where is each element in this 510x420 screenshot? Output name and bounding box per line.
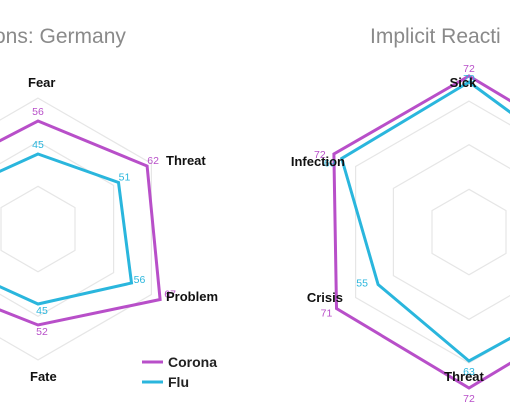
axis-label-fate: Fate (30, 369, 57, 384)
series-line-corona (0, 119, 162, 327)
series-line-flu (339, 80, 510, 363)
data-label-corona: 67 (164, 289, 176, 301)
axis-label-infection: Infection (291, 154, 345, 169)
grid-ring (431, 188, 507, 276)
grid-ring (0, 97, 152, 361)
data-label-flu: 51 (119, 172, 131, 184)
chart-title: ons: Germany (0, 25, 126, 48)
data-label-corona: 72 (463, 63, 475, 75)
data-label-corona: 72 (463, 393, 475, 405)
axis-label-sick: Sick (450, 75, 478, 90)
data-label-corona: 71 (321, 308, 333, 320)
data-label-flu: 69 (324, 158, 336, 170)
series-line-flu (0, 152, 134, 306)
data-label-flu: 70 (463, 73, 475, 85)
data-label-flu: 56 (134, 274, 146, 286)
series-line-corona (332, 74, 510, 390)
radar-charts-group: 56 62 67 52 45 51 56 45 Fear Threat Problem Fate ons… (0, 25, 510, 405)
radar-grid (355, 100, 510, 364)
data-label-flu: 63 (463, 366, 475, 378)
grid-ring (0, 185, 76, 273)
data-label-flu: 45 (32, 139, 44, 151)
radar-chart-1: 56 62 67 52 45 51 56 45 Fear Threat Problem Fate ons… (0, 25, 218, 384)
axis-label-problem: Problem (166, 289, 218, 304)
data-label-corona: 52 (36, 326, 48, 338)
axis-label-threat: Threat (444, 369, 484, 384)
legend-label: Corona (168, 354, 217, 370)
grid-ring (392, 144, 510, 320)
grid-ring (355, 100, 510, 364)
data-label-flu: 45 (36, 305, 48, 317)
data-label-corona: 72 (314, 149, 326, 161)
grid-ring (0, 141, 115, 317)
data-label-corona: 62 (147, 155, 159, 167)
legend: Corona Flu (142, 354, 217, 390)
radar-grid (0, 97, 152, 361)
axis-label-fear: Fear (28, 75, 55, 90)
legend-label: Flu (168, 374, 189, 390)
radar-chart-2: 7272717270635569SickThreatCrisisInfectio… (291, 25, 510, 405)
legend-item-corona: Corona (142, 354, 217, 370)
axis-label-crisis: Crisis (307, 290, 343, 305)
data-label-corona: 56 (32, 106, 44, 118)
axis-label-threat: Threat (166, 153, 206, 168)
chart-title: Implicit Reacti (370, 25, 501, 48)
legend-item-flu: Flu (142, 374, 189, 390)
data-label-flu: 55 (356, 278, 368, 290)
